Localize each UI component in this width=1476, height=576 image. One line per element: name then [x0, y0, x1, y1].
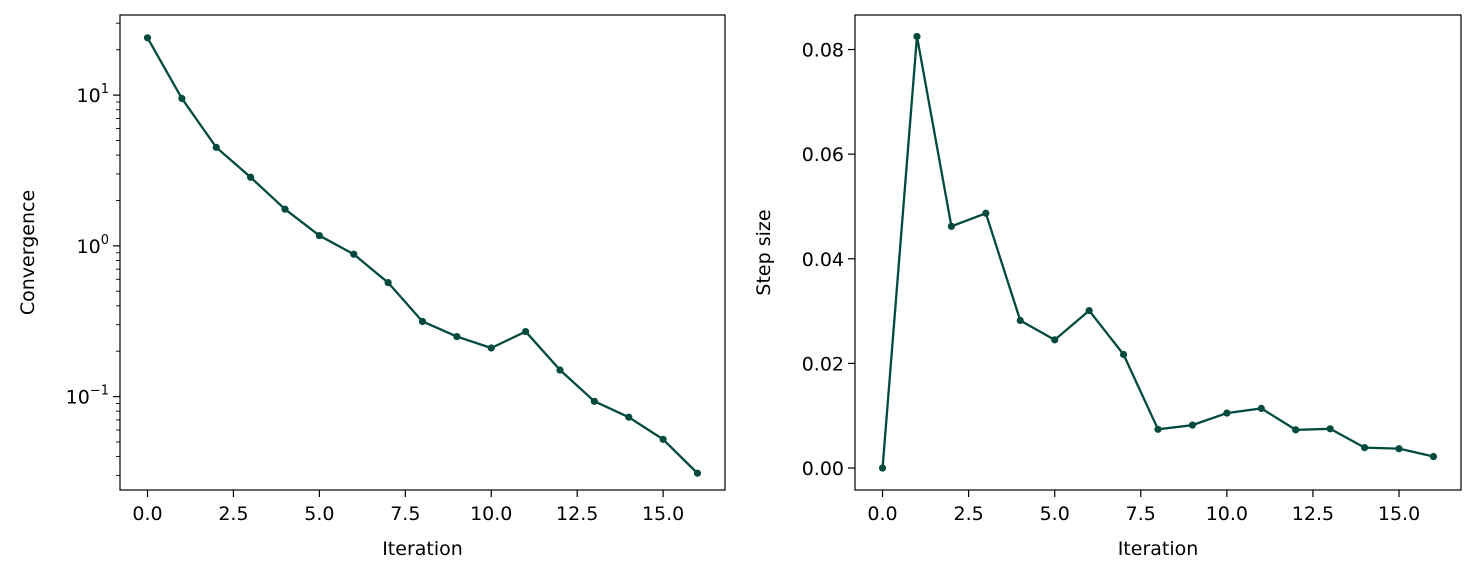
- y-tick-label: 0.02: [802, 353, 844, 375]
- data-point: [247, 173, 255, 181]
- x-tick-label: 0.0: [132, 503, 162, 525]
- data-point: [556, 366, 564, 374]
- data-point: [1085, 306, 1093, 315]
- data-point: [878, 464, 887, 472]
- x-tick-label: 15.0: [1378, 503, 1420, 525]
- data-point: [281, 205, 289, 213]
- data-point: [1429, 452, 1438, 461]
- data-point: [178, 94, 186, 103]
- y-axis-label: Step size: [753, 209, 775, 295]
- data-point: [947, 222, 956, 230]
- x-tick-label: 7.5: [390, 503, 420, 525]
- x-tick-label: 5.0: [1040, 503, 1070, 525]
- data-point: [418, 317, 427, 326]
- x-axis-label: Iteration: [1118, 538, 1199, 560]
- data-point: [487, 344, 495, 352]
- data-point: [384, 279, 392, 287]
- data-point: [315, 231, 323, 240]
- data-point: [1223, 409, 1231, 417]
- y-tick-label: 0.00: [802, 458, 844, 480]
- data-point: [693, 469, 702, 477]
- x-tick-label: 2.5: [954, 503, 984, 525]
- data-point: [982, 209, 990, 217]
- y-tick-label: 100: [77, 233, 109, 258]
- x-tick-label: 12.5: [556, 503, 598, 525]
- data-point: [1395, 445, 1403, 453]
- y-tick-label: 0.08: [802, 40, 844, 62]
- x-tick-label: 2.5: [218, 503, 248, 525]
- data-point: [1257, 404, 1265, 412]
- data-point: [1051, 336, 1059, 344]
- x-tick-label: 5.0: [304, 503, 334, 525]
- x-tick-label: 10.0: [470, 503, 512, 525]
- x-tick-label: 10.0: [1206, 503, 1248, 525]
- data-point: [625, 413, 633, 421]
- y-tick-label: 0.04: [802, 249, 844, 271]
- chart-panel-2: 0.0 2.5 5.0 7.5 10.0 12.5 15.0 0.00 0.02 0.04 0.06…: [753, 14, 1462, 560]
- x-tick-label: 15.0: [642, 503, 684, 525]
- data-point: [522, 327, 530, 336]
- y-tick-label: 101: [77, 82, 109, 107]
- data-point: [1292, 426, 1300, 434]
- data-point: [350, 250, 358, 258]
- data-point: [1326, 425, 1334, 433]
- data-point: [1016, 316, 1024, 325]
- plot-frame: [854, 14, 1462, 491]
- chart-panel-1: 0.0 2.5 5.0 7.5 10.0 12.5 15.0 10−1 100 101 Iterat…: [17, 14, 726, 560]
- data-point: [212, 143, 220, 151]
- x-tick-label: 0.0: [867, 503, 897, 525]
- data-point: [659, 435, 667, 443]
- y-tick-label: 0.06: [802, 144, 844, 166]
- data-point: [1154, 425, 1162, 433]
- data-point: [590, 397, 598, 405]
- y-tick-label: 10−1: [66, 384, 109, 409]
- series-line: [881, 35, 1434, 469]
- data-point: [143, 34, 152, 42]
- y-axis-label: Convergence: [17, 190, 39, 315]
- data-point: [1360, 444, 1369, 452]
- series-line: [146, 37, 699, 475]
- plot-frame: [119, 14, 726, 491]
- x-axis-label: Iteration: [382, 538, 463, 560]
- data-point: [453, 332, 461, 341]
- x-tick-label: 12.5: [1292, 503, 1334, 525]
- data-point: [1188, 421, 1197, 429]
- data-point: [913, 32, 921, 41]
- x-tick-label: 7.5: [1126, 503, 1156, 525]
- data-point: [1119, 350, 1128, 359]
